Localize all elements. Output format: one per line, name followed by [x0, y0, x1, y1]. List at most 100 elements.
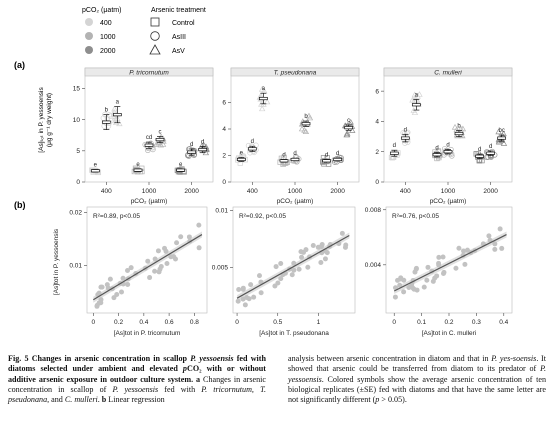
panel-b2-point-15: [248, 282, 254, 288]
panel-a2-ytick-label-0: 0: [222, 179, 226, 186]
panel-a1-letter-0-2: e: [179, 162, 183, 168]
panel-a-label: (a): [14, 60, 25, 70]
legend-pco2-2000-label: 2000: [100, 48, 116, 55]
panel-a3-ytick-label-3: 6: [375, 88, 379, 95]
panel-a1-point-1-0-9: [104, 115, 111, 121]
caption-bold-italic-1: P. yessoensis: [190, 354, 234, 363]
panel-a1-point-2-0-9: [116, 120, 123, 127]
panel-b3-point-21: [406, 285, 412, 291]
panel-b1-point-35: [105, 285, 111, 291]
legend-asiii-circle-icon: [150, 31, 160, 41]
panel-b2-point-33: [275, 280, 281, 286]
panel-a1-mean-0-0: [90, 169, 100, 173]
panel-b1-annotation: R²=0.89, p<0.05: [93, 213, 140, 220]
panel-a2-point-2-1-8: [298, 125, 306, 132]
panel-a2-mean-0-2: [322, 159, 332, 163]
panel-b3-point-23: [499, 245, 505, 251]
panel-a1-xtick-label-2: 2000: [184, 188, 199, 195]
panel-a1-letter-2-1: c: [159, 129, 162, 135]
panel-b1-point-0: [119, 289, 125, 295]
panel-a2-mean-2-1: [301, 122, 311, 126]
panel-a2-point-2-1-9: [306, 114, 314, 121]
legend-pco2-400-dot: [85, 18, 93, 26]
panel-b2-ytick-label-1: 0.01: [215, 208, 228, 215]
panel-a1-ytick-label-0: 0: [76, 179, 80, 186]
panel-a1-point-1-0-5: [100, 115, 107, 121]
panel-a3-point-1-0-9: [402, 140, 408, 146]
panel-a1-title-strip: [84, 67, 214, 77]
panel-a2-mean-1-1: [290, 157, 300, 162]
panel-a1-point-2-0-4: [111, 105, 118, 112]
legend-pco2-1000-dot: [85, 32, 93, 40]
panel-b1-fit-line: [93, 234, 203, 301]
panel-b2-point-22: [315, 244, 321, 250]
panel-a2-mean-1-0: [247, 147, 257, 151]
panel-a3-point-2-2-2: [500, 140, 508, 146]
panel-a1-point-2-2-5: [198, 142, 206, 149]
panel-b1-point-27: [172, 256, 178, 262]
panel-a1-letter-2-2: d: [201, 139, 204, 145]
panel-b1-point-39: [168, 254, 174, 260]
panel-b1-xtick-label-1: 0.2: [114, 319, 123, 326]
panel-a3-ytick-label-1: 2: [375, 149, 379, 156]
panel-b2-point-39: [242, 302, 248, 308]
panel-b3-point-38: [486, 233, 492, 239]
panel-a1-point-1-1-7: [150, 146, 156, 153]
panel-b2-point-6: [273, 264, 279, 270]
panel-b2-point-29: [240, 285, 246, 291]
caption-right-italic-1: P. yes-soensis: [491, 354, 537, 363]
panel-b3-point-45: [412, 269, 418, 275]
panel-a3-xtick-label-0: 400: [400, 188, 411, 195]
panel-a1-point-2-0-5: [110, 117, 117, 124]
panel-b3-xtick-label-0: 0: [392, 319, 396, 326]
panel-a2-mean-0-1: [279, 159, 289, 163]
panel-b3-point-36: [430, 278, 436, 284]
panel-b2-point-13: [298, 249, 304, 255]
panel-b3-point-5: [424, 277, 430, 283]
legend-control-square-icon: [150, 17, 160, 27]
panel-a3-mean-1-2: [486, 151, 496, 155]
panel-b2-xtick-label-2: 1: [317, 319, 321, 326]
panel-b2-point-23: [305, 264, 311, 270]
panel-b2-point-1: [251, 294, 257, 300]
panel-a3-mean-0-1: [432, 153, 442, 157]
panel-a2-letter-2-0: a: [262, 86, 266, 92]
panel-a2-letter-2-2: c: [347, 118, 350, 124]
panel-a3-point-2-1-9: [457, 125, 465, 132]
panel-a3-point-2-2-8: [495, 138, 503, 145]
panel-b3-point-29: [397, 282, 403, 288]
panel-a1-ytick-label-2: 10: [73, 117, 81, 124]
figure-canvas: pCO₂ (μatm) 400 1000 2000 Arsenic treatm…: [14, 7, 513, 337]
panel-a3-letter-1-1: d: [446, 142, 449, 148]
panel-a1-point-1-1-5: [145, 147, 151, 154]
panel-b3-point-27: [440, 271, 446, 277]
panel-b1-point-6: [178, 234, 184, 240]
panel-b2-point-37: [236, 287, 242, 293]
panel-b2-point-16: [235, 298, 241, 304]
panel-b2-point-12: [256, 273, 262, 279]
panel-b1-point-18: [125, 268, 131, 274]
panel-b2-point-14: [303, 247, 309, 253]
legend-asv-triangle-icon: [149, 44, 161, 55]
panel-a3-letter-2-1: b: [457, 124, 461, 130]
panel-b3-point-12: [436, 254, 442, 260]
panel-a1-point-2-1-7: [157, 141, 165, 148]
panel-b3-point-44: [421, 284, 427, 290]
panel-a1-title: P. tricornutum: [129, 69, 169, 76]
caption-right-text-3: . Colored symbols show the average arsen…: [288, 374, 546, 405]
panel-b3-fit-line: [393, 233, 507, 292]
panel-a2-mean-2-0: [258, 96, 268, 101]
panel-a2-xtick-label-0: 400: [247, 188, 258, 195]
panel-a2-letter-0-1: d: [282, 152, 285, 158]
panel-b3-xtick-label-4: 0.4: [499, 319, 508, 326]
panel-a3-point-1-0-3: [404, 130, 410, 136]
legend-treatment-title: Arsenic treatment: [151, 7, 206, 14]
legend-asv-label: AsV: [172, 48, 185, 55]
panel-a2-point-2-0-3: [263, 98, 271, 105]
caption-bold-b: b: [101, 395, 107, 405]
caption-italic-3: C. mulleri: [64, 395, 98, 405]
figure-caption: Fig. 5 Changes in arsenic concentration …: [8, 354, 546, 444]
panel-b1-point-42: [125, 281, 131, 287]
caption-bold-2: fed with diatoms selected under ambient …: [8, 354, 266, 374]
panel-a2-letter-1-2: d: [336, 151, 339, 157]
